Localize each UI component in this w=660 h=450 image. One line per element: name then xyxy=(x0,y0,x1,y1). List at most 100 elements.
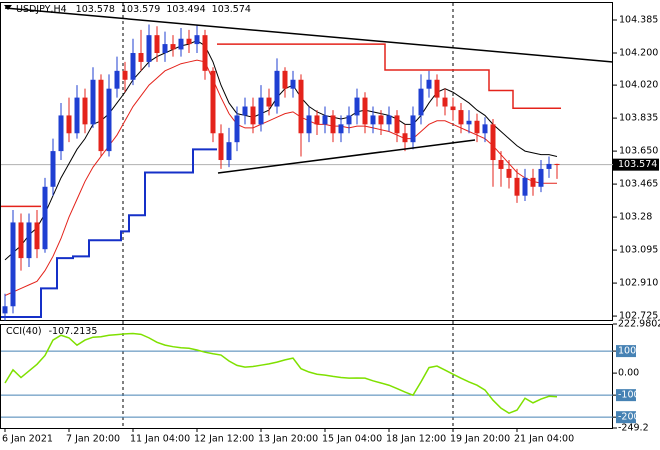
candle-body xyxy=(426,79,432,89)
indicator-title: CCI(40) xyxy=(6,326,42,337)
candle-body xyxy=(386,115,392,125)
candle-body xyxy=(90,79,96,125)
candle-body xyxy=(74,97,80,134)
y-tick-label: 103.465 xyxy=(619,179,658,190)
candle-body xyxy=(290,79,296,89)
x-tick-label: 21 Jan 04:00 xyxy=(514,434,574,445)
candle-body xyxy=(378,115,384,125)
candle-body xyxy=(530,177,536,187)
header-low: 103.494 xyxy=(166,4,205,15)
y-tick-label: 104.020 xyxy=(619,80,658,91)
candle-body xyxy=(250,106,256,125)
candle-body xyxy=(66,115,72,134)
candle-body xyxy=(474,120,480,134)
candle-body xyxy=(554,163,560,165)
symbol: USDJPY,H4 xyxy=(16,4,67,15)
candle-body xyxy=(114,70,120,89)
candle-body xyxy=(218,133,224,161)
candle-body xyxy=(258,97,264,125)
candle-body xyxy=(50,151,56,187)
candle-body xyxy=(106,88,112,152)
y-tick-label: 102.910 xyxy=(619,278,658,289)
price-label-box xyxy=(613,158,659,171)
candle-body xyxy=(330,115,336,134)
x-tick-label: 19 Jan 20:00 xyxy=(450,434,510,445)
candle-body xyxy=(226,142,232,161)
cci-line xyxy=(4,332,558,415)
candle-body xyxy=(58,115,64,152)
header-high: 103.579 xyxy=(121,4,160,15)
header-open: 103.578 xyxy=(76,4,115,15)
candle-body xyxy=(194,35,200,45)
y-tick-label: 222.9802 xyxy=(618,319,660,330)
y-tick-label: 0.00 xyxy=(618,368,639,379)
y-tick-label: 103.650 xyxy=(619,146,658,157)
candle-body xyxy=(130,53,136,80)
candle-body xyxy=(202,35,208,71)
header-close: 103.574 xyxy=(212,4,251,15)
candle-body xyxy=(274,70,280,107)
candle-body xyxy=(266,97,272,107)
candle-body xyxy=(354,97,360,116)
candle-body xyxy=(210,70,216,134)
candle-body xyxy=(434,79,440,98)
x-tick-label: 12 Jan 12:00 xyxy=(194,434,254,445)
menu-icon xyxy=(4,5,12,10)
x-tick-label: 6 Jan 2021 xyxy=(2,434,53,445)
x-tick-label: 13 Jan 20:00 xyxy=(258,434,318,445)
candle-body xyxy=(338,124,344,134)
candle-body xyxy=(2,306,8,314)
candle-body xyxy=(98,79,104,152)
y-tick-label: -249.2 xyxy=(618,423,649,434)
trendline xyxy=(217,139,476,174)
candle-body xyxy=(370,115,376,125)
candle-body xyxy=(450,106,456,111)
trendline xyxy=(4,7,614,63)
candle-body xyxy=(138,53,144,62)
candle-body xyxy=(10,222,16,307)
main-panel-frame xyxy=(0,2,613,321)
step-line xyxy=(1,148,217,318)
candle-body xyxy=(18,222,24,259)
y-tick-label: 103.835 xyxy=(619,113,658,124)
x-tick-label: 11 Jan 04:00 xyxy=(130,434,190,445)
candle-body xyxy=(146,35,152,62)
candle-body xyxy=(186,38,192,45)
x-tick-label: 18 Jan 12:00 xyxy=(386,434,446,445)
indicator-value: -107.2135 xyxy=(49,326,98,337)
candle-body xyxy=(442,97,448,107)
level-label-box xyxy=(616,411,636,424)
candle-body xyxy=(410,115,416,143)
candle-body xyxy=(170,44,176,50)
marks xyxy=(1,19,617,432)
x-tick-label: 15 Jan 04:00 xyxy=(322,434,382,445)
moving-average xyxy=(4,39,558,261)
candle-body xyxy=(514,177,520,196)
chart-header: USDJPY,H4 103.578 103.579 103.494 103.57… xyxy=(16,4,251,15)
candle-body xyxy=(482,124,488,134)
candle-body xyxy=(306,115,312,134)
x-tick-label: 7 Jan 20:00 xyxy=(66,434,120,445)
y-tick-label: -200 xyxy=(618,412,640,423)
candle-body xyxy=(506,168,512,178)
candle-body xyxy=(298,79,304,134)
step-line xyxy=(1,43,561,208)
candle-body xyxy=(402,133,408,143)
candle-body xyxy=(34,222,40,250)
price-label: 103.574 xyxy=(618,159,657,170)
candle-body xyxy=(26,222,32,259)
indicator-panel-frame xyxy=(0,324,613,429)
candle-body xyxy=(458,110,464,125)
candle-body xyxy=(522,177,528,196)
y-tick-label: -100 xyxy=(618,390,640,401)
candle-body xyxy=(394,115,400,134)
y-tick-label: 104.200 xyxy=(619,48,658,59)
candle-body xyxy=(538,168,544,187)
candle-body xyxy=(418,88,424,116)
level-label-box xyxy=(616,345,636,358)
candle-body xyxy=(42,186,48,250)
candle-body xyxy=(322,115,328,125)
candle-body xyxy=(82,97,88,125)
